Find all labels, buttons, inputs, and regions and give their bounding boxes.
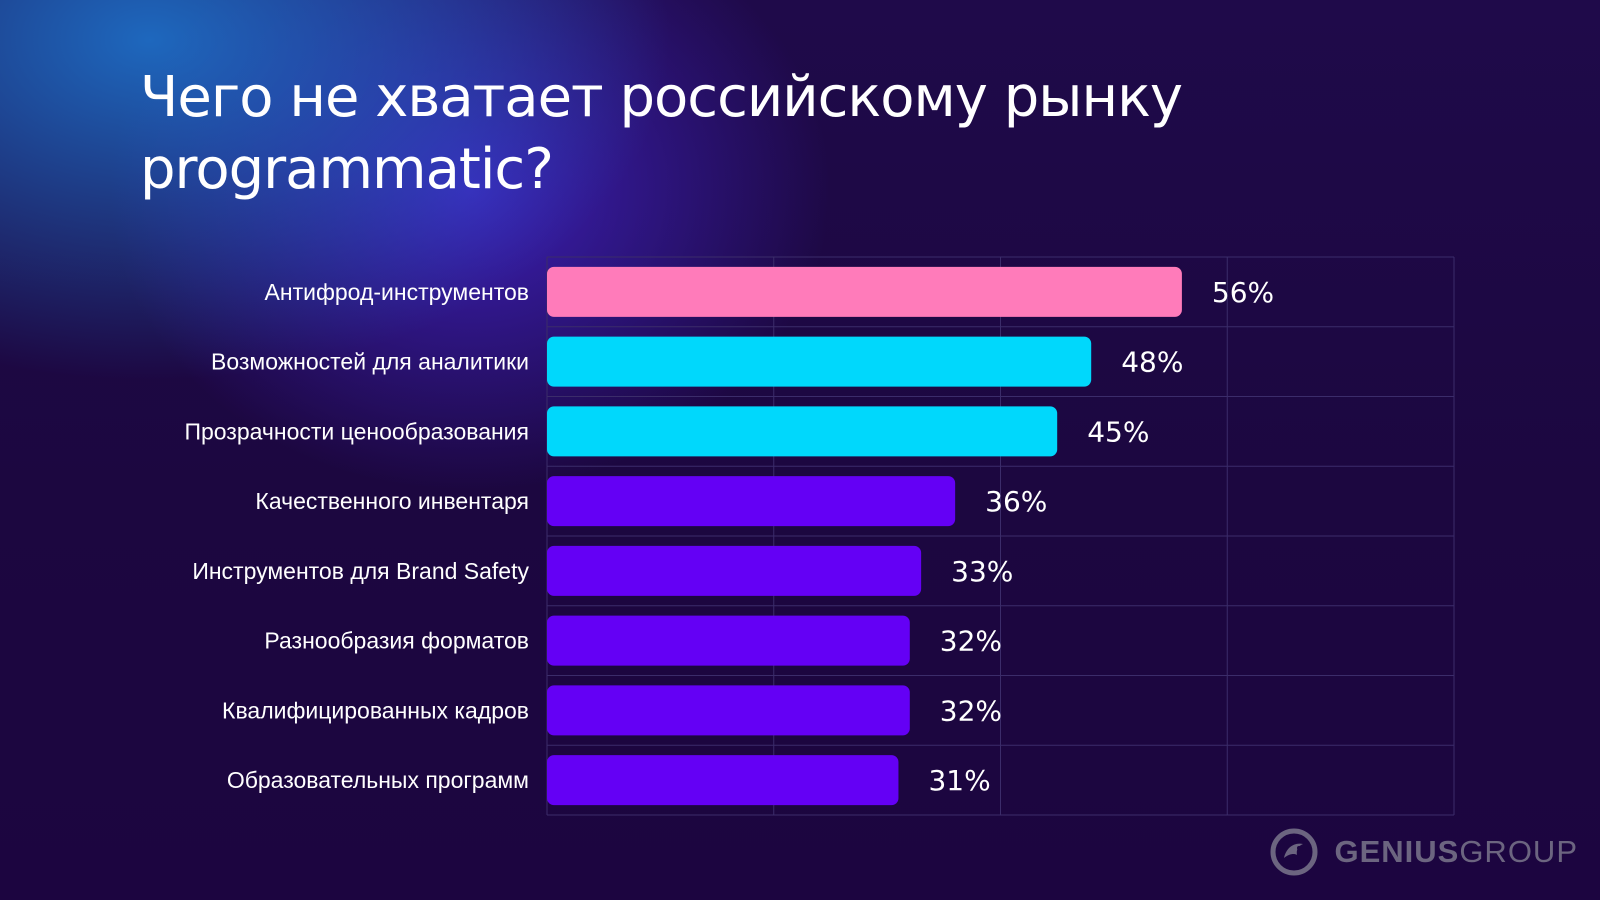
bar xyxy=(547,336,1092,387)
value-label: 31% xyxy=(928,764,990,797)
category-label: Инструментов для Brand Safety xyxy=(192,558,529,584)
value-label: 48% xyxy=(1121,346,1183,379)
value-label: 32% xyxy=(940,694,1002,727)
genius-group-logo: GENIUSGROUP xyxy=(1270,826,1578,878)
category-label: Прозрачности ценообразования xyxy=(184,418,529,444)
category-label: Качественного инвентаря xyxy=(255,488,529,514)
chart-bars xyxy=(547,266,1182,806)
category-label: Разнообразия форматов xyxy=(264,628,529,654)
value-label: 45% xyxy=(1087,415,1149,448)
bar xyxy=(547,755,899,806)
category-label: Возможностей для аналитики xyxy=(211,349,529,375)
bar xyxy=(547,685,910,736)
bar xyxy=(547,545,922,596)
bar xyxy=(547,476,956,527)
bar xyxy=(547,266,1182,317)
value-label: 33% xyxy=(951,555,1013,588)
logo-text: GENIUSGROUP xyxy=(1334,834,1578,869)
bar xyxy=(547,615,910,666)
chart-labels: Антифрод-инструментов 56% Возможностей для… xyxy=(184,276,1274,797)
bar xyxy=(547,406,1058,457)
category-label: Квалифицированных кадров xyxy=(222,697,529,723)
bird-circle-icon xyxy=(1270,828,1318,876)
category-label: Образовательных программ xyxy=(227,767,529,793)
value-label: 56% xyxy=(1212,276,1274,309)
category-label: Антифрод-инструментов xyxy=(265,279,529,305)
value-label: 32% xyxy=(940,625,1002,658)
page-title: Чего не хватает российскому рынку progra… xyxy=(140,65,1183,202)
value-label: 36% xyxy=(985,485,1047,518)
chart-grid xyxy=(546,256,1455,816)
